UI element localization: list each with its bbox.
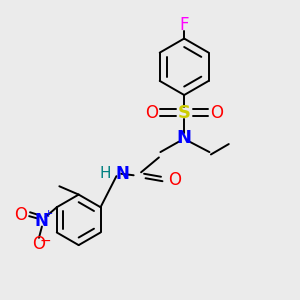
Text: O: O	[15, 206, 28, 224]
Text: O: O	[168, 171, 181, 189]
Text: F: F	[179, 16, 189, 34]
Text: N: N	[35, 212, 49, 230]
Text: H: H	[100, 166, 111, 181]
Text: O: O	[145, 104, 158, 122]
Text: +: +	[44, 209, 53, 219]
Text: O: O	[32, 236, 46, 253]
Text: N: N	[177, 129, 192, 147]
Text: S: S	[178, 104, 191, 122]
Text: −: −	[40, 234, 51, 248]
Text: O: O	[210, 104, 224, 122]
Text: N: N	[116, 165, 130, 183]
